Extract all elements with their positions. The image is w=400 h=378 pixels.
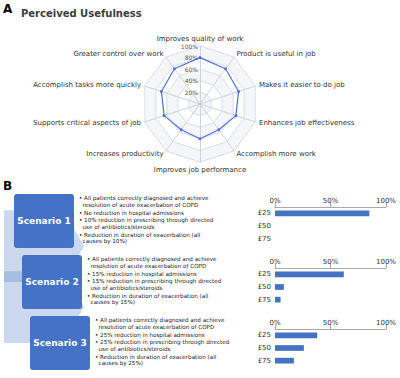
svg-text:80%: 80% — [185, 54, 199, 61]
svg-text:£50: £50 — [258, 283, 271, 291]
svg-text:• Reduction in duration of exa: • Reduction in duration of exacerbation … — [87, 293, 209, 299]
svg-text:• 25% reduction in prescribing: • 25% reduction in prescribing through d… — [95, 339, 230, 346]
svg-text:100%: 100% — [376, 319, 396, 327]
svg-text:£75: £75 — [258, 357, 271, 365]
svg-text:0%: 0% — [269, 319, 280, 327]
svg-text:• 15% reduction in prescribing: • 15% reduction in prescribing through d… — [87, 278, 222, 285]
svg-text:Product is useful in job: Product is useful in job — [236, 50, 316, 58]
svg-text:• All patients correctly diagn: • All patients correctly diagnosed and a… — [95, 317, 225, 324]
svg-text:Accomplish more work: Accomplish more work — [236, 150, 316, 158]
svg-text:£25: £25 — [258, 209, 271, 217]
svg-text:A: A — [3, 2, 13, 16]
svg-text:• 10% reduction in prescribing: • 10% reduction in prescribing through d… — [79, 217, 214, 224]
svg-text:use of antibiotics/steroids: use of antibiotics/steroids — [87, 285, 163, 291]
svg-text:£25: £25 — [258, 270, 271, 278]
svg-text:£75: £75 — [258, 235, 271, 243]
svg-text:Makes it easier to do job: Makes it easier to do job — [259, 81, 345, 89]
svg-text:40%: 40% — [185, 77, 199, 84]
svg-text:use of antibiotics/steroids: use of antibiotics/steroids — [79, 224, 155, 230]
svg-text:Supports critical aspects of j: Supports critical aspects of job — [33, 119, 142, 127]
svg-text:0%: 0% — [269, 258, 280, 266]
svg-text:causes by 15%): causes by 15%) — [87, 300, 135, 307]
svg-text:50%: 50% — [323, 197, 339, 205]
svg-text:Scenario 3: Scenario 3 — [33, 338, 87, 348]
svg-text:• 25% reduction in hospital ad: • 25% reduction in hospital admissions — [95, 332, 205, 339]
svg-text:causes by 10%): causes by 10%) — [79, 239, 127, 246]
svg-text:50%: 50% — [323, 258, 339, 266]
svg-text:• All patients correctly diagn: • All patients correctly diagnosed and a… — [87, 256, 217, 263]
svg-text:£50: £50 — [258, 222, 271, 230]
svg-text:Greater control over work: Greater control over work — [73, 50, 164, 58]
svg-text:• All patients correctly diagn: • All patients correctly diagnosed and a… — [79, 195, 209, 202]
svg-text:Enhances job effectiveness: Enhances job effectiveness — [259, 119, 355, 127]
svg-text:B: B — [3, 179, 12, 193]
svg-text:Improves quality of work: Improves quality of work — [157, 35, 245, 43]
svg-text:Scenario 2: Scenario 2 — [25, 277, 79, 287]
svg-text:• 15% reduction in hospital ad: • 15% reduction in hospital admissions — [87, 271, 197, 278]
svg-text:£25: £25 — [258, 331, 271, 339]
svg-text:resolution of acute exacerbati: resolution of acute exacerbation of COPD — [79, 202, 198, 208]
svg-text:Increases productivity: Increases productivity — [86, 150, 163, 158]
svg-text:causes by 25%): causes by 25%) — [95, 361, 143, 368]
svg-text:resolution of acute exacerbati: resolution of acute exacerbation of COPD — [95, 324, 214, 330]
svg-text:20%: 20% — [185, 89, 199, 96]
svg-text:• Reduction in duration of exa: • Reduction in duration of exacerbation … — [95, 354, 217, 360]
svg-text:• Reduction in duration of exa: • Reduction in duration of exacerbation … — [79, 232, 201, 238]
svg-text:£50: £50 — [258, 344, 271, 352]
svg-text:• No reduction in hospital adm: • No reduction in hospital admissions — [79, 210, 184, 217]
svg-text:60%: 60% — [185, 66, 199, 73]
svg-text:resolution of acute exacerbati: resolution of acute exacerbation of COPD — [87, 263, 206, 269]
svg-text:100%: 100% — [376, 258, 396, 266]
svg-text:0%: 0% — [269, 197, 280, 205]
svg-text:Improves job performance: Improves job performance — [154, 166, 246, 174]
svg-text:100%: 100% — [181, 43, 198, 50]
svg-text:Accomplish tasks more quickly: Accomplish tasks more quickly — [33, 81, 141, 89]
svg-text:£75: £75 — [258, 296, 271, 304]
svg-text:Perceived Usefulness: Perceived Usefulness — [21, 8, 142, 19]
svg-text:use of antibiotics/steroids: use of antibiotics/steroids — [95, 346, 171, 352]
svg-text:100%: 100% — [376, 197, 396, 205]
svg-text:50%: 50% — [323, 319, 339, 327]
svg-text:Scenario 1: Scenario 1 — [17, 216, 71, 226]
